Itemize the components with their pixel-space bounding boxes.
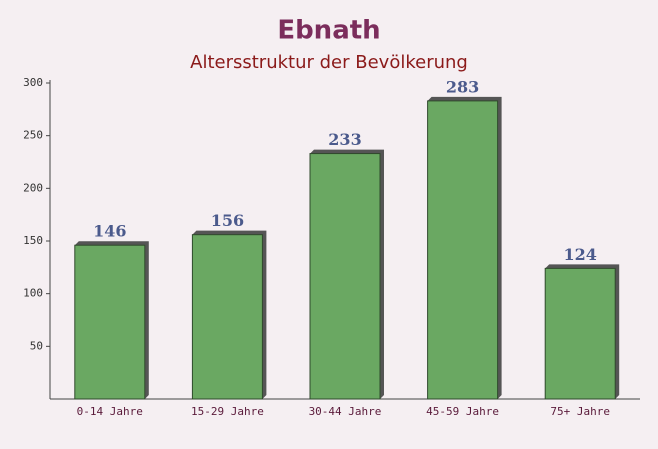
x-tick-label: 15-29 Jahre [191, 405, 264, 418]
y-tick-label: 300 [23, 76, 43, 89]
chart-title: Ebnath [277, 16, 380, 46]
bar [427, 100, 499, 400]
value-label: 283 [446, 77, 479, 96]
x-tick-label: 75+ Jahre [550, 405, 610, 418]
value-label: 146 [93, 222, 126, 241]
y-tick-label: 50 [30, 339, 43, 352]
bar [74, 244, 146, 400]
x-tick-label: 0-14 Jahre [77, 405, 143, 418]
y-tick-label: 150 [23, 234, 43, 247]
bar [544, 267, 616, 400]
x-tick-label: 45-59 Jahre [426, 405, 499, 418]
y-tick-label: 100 [23, 287, 43, 300]
y-tick-label: 250 [23, 129, 43, 142]
y-tick-label: 200 [23, 181, 43, 194]
value-label: 233 [328, 130, 361, 149]
x-tick-label: 30-44 Jahre [309, 405, 382, 418]
bar [309, 153, 381, 400]
chart-subtitle: Altersstruktur der Bevölkerung [190, 52, 468, 73]
bar [191, 234, 263, 400]
value-label: 156 [211, 211, 244, 230]
value-label: 124 [563, 245, 596, 264]
